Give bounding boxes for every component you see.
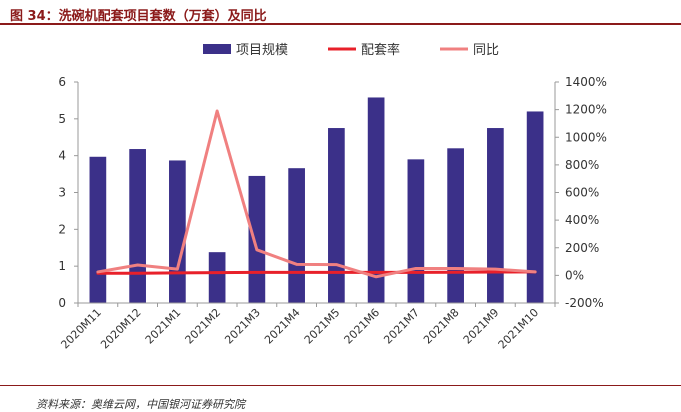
right-tick-label: 400% — [565, 213, 599, 227]
x-tick-label: 2021M10 — [496, 306, 542, 352]
bar — [407, 159, 425, 303]
right-tick-label: 1200% — [565, 103, 607, 117]
bar — [367, 97, 385, 303]
line-yoy — [96, 109, 537, 279]
figure-title: 图 34：洗碗机配套项目套数（万套）及同比 — [10, 9, 267, 24]
right-tick-label: 1000% — [565, 130, 607, 144]
bar — [487, 128, 504, 303]
left-tick-label: 1 — [58, 259, 66, 273]
left-axis: 0 1 2 3 4 5 6 — [58, 75, 79, 310]
bar — [89, 156, 107, 303]
bottom-rule — [0, 385, 681, 386]
x-tick-label: 2020M12 — [98, 306, 144, 352]
x-tick-label: 2021M7 — [381, 306, 422, 347]
left-tick-label: 2 — [58, 222, 66, 236]
bar — [208, 252, 226, 303]
left-tick-label: 5 — [58, 112, 66, 126]
right-tick-label: 600% — [565, 186, 599, 200]
right-tick-label: 0% — [565, 268, 584, 282]
x-tick-label: 2021M9 — [461, 306, 502, 347]
x-tick-label: 2020M11 — [58, 306, 104, 352]
x-tick-label: 2021M6 — [342, 306, 383, 347]
source-note: 资料来源：奥维云网，中国银河证券研究院 — [36, 398, 245, 411]
right-tick-label: 800% — [565, 158, 599, 172]
left-tick-label: 6 — [58, 75, 66, 89]
bar — [288, 168, 305, 303]
bar — [248, 175, 266, 303]
legend-label: 同比 — [473, 43, 499, 58]
title-rule — [0, 23, 681, 25]
legend-swatch — [203, 44, 231, 54]
right-tick-label: 1400% — [565, 75, 607, 89]
bar — [526, 111, 544, 303]
x-tick-label: 2021M4 — [262, 306, 303, 347]
bar — [447, 148, 464, 303]
bar — [169, 160, 186, 303]
x-tick-label: 2021M5 — [302, 306, 343, 347]
bar-series — [89, 97, 544, 303]
left-tick-label: 3 — [58, 186, 66, 200]
x-tick-label: 2021M8 — [421, 306, 462, 347]
chart: 项目规模 配套率 同比 0 1 2 3 4 5 6 -200% 0% 200% 400% 600% 800… — [58, 42, 607, 352]
x-tick-label: 2021M3 — [222, 306, 263, 347]
bar — [129, 149, 146, 303]
legend-label: 配套率 — [361, 42, 400, 58]
legend-label: 项目规模 — [236, 43, 288, 58]
bar — [328, 128, 345, 303]
x-tick-label: 2021M2 — [183, 306, 224, 347]
line-series — [96, 109, 537, 279]
line-rate — [96, 270, 537, 275]
right-axis: -200% 0% 200% 400% 600% 800% 1000% 1200% 1400% — [554, 75, 607, 310]
right-tick-label: -200% — [565, 296, 604, 310]
x-tick-label: 2021M1 — [143, 306, 184, 347]
left-tick-label: 0 — [58, 296, 66, 310]
left-tick-label: 4 — [58, 149, 66, 163]
legend: 项目规模 配套率 同比 — [203, 42, 499, 58]
right-tick-label: 200% — [565, 241, 599, 255]
